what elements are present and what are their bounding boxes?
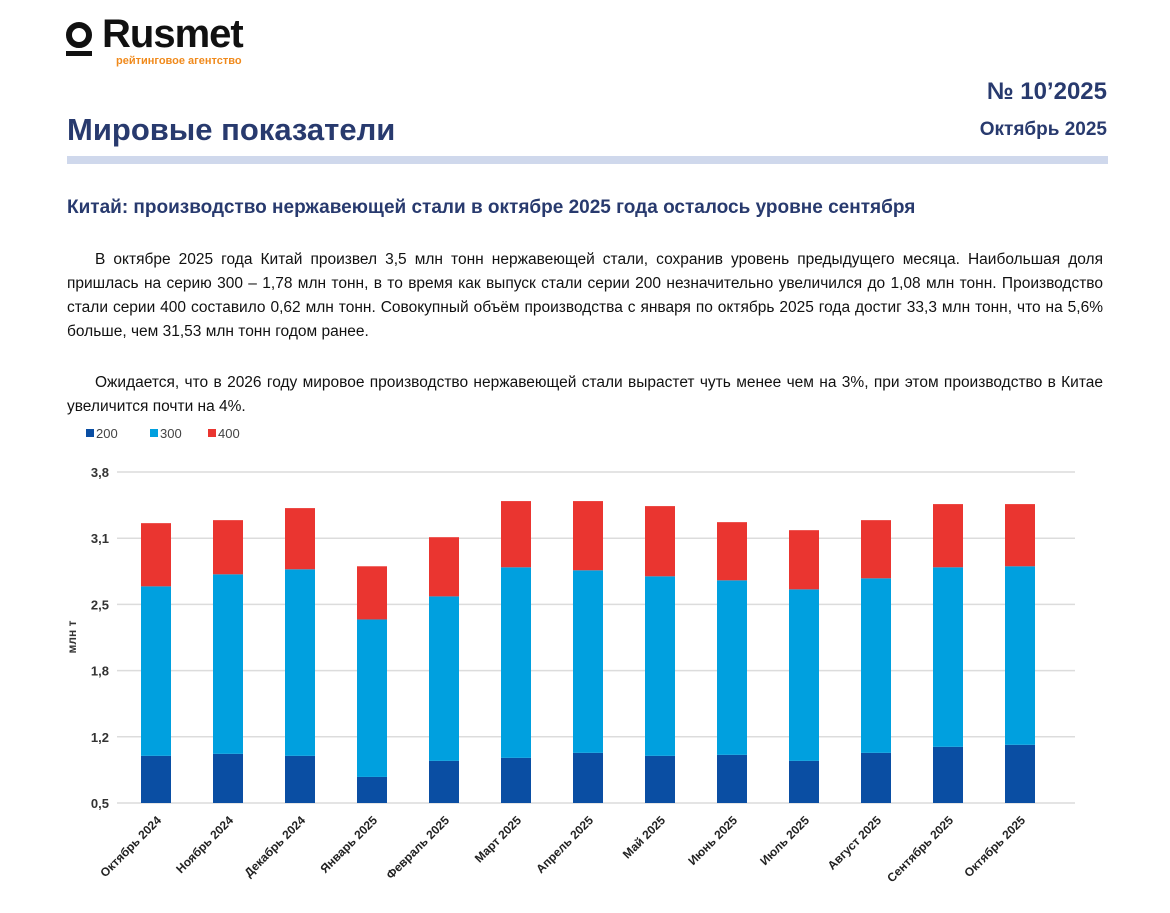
bar-200 — [357, 776, 387, 803]
bar-200 — [789, 760, 819, 803]
bar-300 — [213, 574, 243, 754]
legend-swatch-400 — [208, 429, 216, 437]
legend-label-200: 200 — [96, 426, 118, 441]
legend: 200 300 400 — [86, 426, 240, 441]
x-tick-label: Июнь 2025 — [685, 813, 740, 868]
logo-bar-icon — [66, 51, 92, 56]
bar-200 — [1005, 744, 1035, 803]
bar-300 — [789, 589, 819, 761]
x-axis-labels: Октябрь 2024 Ноябрь 2024 Декабрь 2024 Январ… — [97, 813, 1028, 885]
bar-200 — [501, 757, 531, 803]
bar-400 — [861, 520, 891, 579]
x-tick-label: Январь 2025 — [318, 813, 381, 876]
bar-400 — [429, 537, 459, 597]
bar-300 — [1005, 566, 1035, 745]
bar-300 — [285, 569, 315, 756]
bars — [141, 501, 1035, 803]
x-tick-label: Март 2025 — [472, 813, 524, 865]
bar-300 — [861, 578, 891, 753]
bar-200 — [429, 760, 459, 803]
legend-label-300: 300 — [160, 426, 182, 441]
logo-name: Rusmet — [102, 12, 244, 56]
bar-200 — [213, 753, 243, 803]
y-tick-label: 0,5 — [91, 796, 109, 811]
y-tick-label: 1,2 — [91, 730, 109, 745]
x-tick-label: Июль 2025 — [757, 813, 812, 868]
bar-300 — [573, 570, 603, 753]
x-tick-label: Февраль 2025 — [383, 813, 452, 882]
bar-200 — [645, 755, 675, 803]
bar-300 — [933, 567, 963, 747]
bar-400 — [645, 506, 675, 577]
bar-400 — [213, 520, 243, 575]
title-divider — [67, 156, 1108, 164]
bar-400 — [285, 508, 315, 570]
legend-label-400: 400 — [218, 426, 240, 441]
bar-200 — [861, 752, 891, 803]
bar-200 — [285, 755, 315, 803]
bar-300 — [357, 619, 387, 777]
logo-subtitle: рейтинговое агентство — [116, 55, 242, 67]
article-heading: Китай: производство нержавеющей стали в … — [67, 197, 916, 218]
bar-200 — [141, 755, 171, 803]
logo-mark-icon — [66, 22, 92, 48]
y-tick-label: 2,5 — [91, 597, 109, 612]
y-tick-label: 3,8 — [91, 465, 109, 480]
bar-400 — [573, 501, 603, 571]
bar-400 — [501, 501, 531, 568]
bar-300 — [429, 596, 459, 761]
x-tick-label: Октябрь 2024 — [97, 813, 164, 880]
issue-date: Октябрь 2025 — [979, 119, 1107, 140]
issue-number: № 10’2025 — [986, 78, 1107, 105]
legend-swatch-300 — [150, 429, 158, 437]
article-paragraph: В октябре 2025 года Китай произвел 3,5 м… — [67, 251, 1103, 340]
bar-300 — [717, 580, 747, 755]
x-tick-label: Август 2025 — [825, 813, 885, 873]
x-tick-label: Май 2025 — [620, 813, 668, 861]
bar-400 — [141, 523, 171, 587]
bar-400 — [789, 530, 819, 590]
y-axis-label: млн т — [65, 620, 79, 653]
rusmet-logo: Rusmet рейтинговое агентство — [66, 12, 266, 70]
article-paragraph: Ожидается, что в 2026 году мировое произ… — [67, 374, 1103, 415]
bar-300 — [141, 586, 171, 756]
bar-300 — [645, 576, 675, 756]
y-tick-label: 3,1 — [91, 531, 109, 546]
bar-200 — [573, 752, 603, 803]
bar-400 — [1005, 504, 1035, 567]
x-tick-label: Сентябрь 2025 — [884, 813, 956, 885]
y-tick-label: 1,8 — [91, 664, 109, 679]
page-title: Мировые показатели — [67, 112, 396, 147]
bar-400 — [357, 566, 387, 620]
bar-300 — [501, 567, 531, 758]
bar-200 — [933, 746, 963, 803]
legend-swatch-200 — [86, 429, 94, 437]
bar-400 — [717, 522, 747, 581]
bar-400 — [933, 504, 963, 568]
x-tick-label: Декабрь 2024 — [242, 813, 309, 880]
x-tick-label: Октябрь 2025 — [961, 813, 1028, 880]
x-tick-label: Апрель 2025 — [533, 813, 596, 876]
x-tick-label: Ноябрь 2024 — [173, 813, 236, 876]
bar-200 — [717, 754, 747, 803]
